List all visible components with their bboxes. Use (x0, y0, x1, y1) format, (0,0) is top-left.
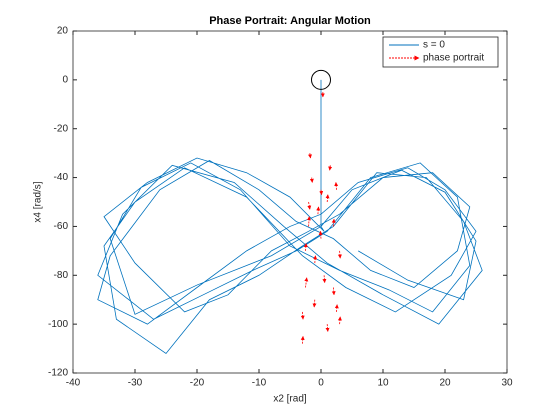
y-tick-label: 0 (62, 74, 68, 85)
x-tick-label: -20 (190, 378, 205, 389)
quiver-arrow (313, 255, 318, 264)
quiver-arrow (325, 194, 330, 203)
x-tick-label: -10 (252, 378, 267, 389)
x-tick-label: 0 (318, 378, 324, 389)
quiver-arrow (331, 287, 336, 296)
quiver-arrow (334, 304, 339, 312)
quiver-arrow (304, 277, 309, 288)
x-tick-label: 30 (501, 378, 513, 389)
axes-box (72, 30, 508, 374)
data-line (97, 79, 483, 354)
circle-marker (311, 69, 331, 90)
quiver-arrow (306, 216, 311, 227)
x-axis-label: x2 [rad] (273, 394, 307, 405)
quiver-arrow (309, 177, 314, 183)
quiver-arrow (318, 230, 323, 239)
quiver-arrow (337, 316, 342, 325)
x-tick-label: -30 (128, 378, 143, 389)
y-tick-label: -80 (54, 270, 69, 281)
y-tick-label: -40 (54, 172, 69, 183)
quiver-arrow (300, 335, 305, 344)
quiver-arrow (308, 153, 312, 159)
x-tick-label: -40 (66, 378, 81, 389)
x-tick-label: 20 (439, 378, 451, 389)
quiver-arrow (325, 324, 330, 332)
quiver-arrow (322, 275, 327, 284)
quiver-arrow (334, 182, 339, 190)
x-tick-label: 10 (377, 378, 389, 389)
y-tick-label: -120 (48, 368, 68, 379)
quiver-arrow (300, 311, 305, 320)
legend-label: s = 0 (423, 40, 445, 51)
quiver-arrow (331, 218, 336, 227)
y-tick-label: -60 (54, 221, 69, 232)
chart-title: Phase Portrait: Angular Motion (209, 15, 371, 27)
y-tick-label: -20 (54, 123, 69, 134)
quiver-arrow (337, 250, 342, 259)
y-axis-label: x4 [rad/s] (33, 181, 44, 222)
legend-label: phase portrait (423, 53, 484, 64)
plot-area (73, 31, 507, 373)
y-tick-label: 20 (57, 26, 69, 37)
quiver-arrow (328, 165, 333, 171)
quiver-arrow (303, 243, 308, 251)
quiver-arrow (307, 201, 312, 210)
legend: s = 0 phase portrait (382, 36, 499, 68)
plot-content (97, 69, 483, 354)
legend-box (382, 36, 499, 68)
y-tick-label: -100 (48, 319, 68, 330)
quiver-arrow (312, 299, 317, 308)
quiver-arrow (319, 189, 324, 196)
quiver-arrow (316, 206, 321, 215)
